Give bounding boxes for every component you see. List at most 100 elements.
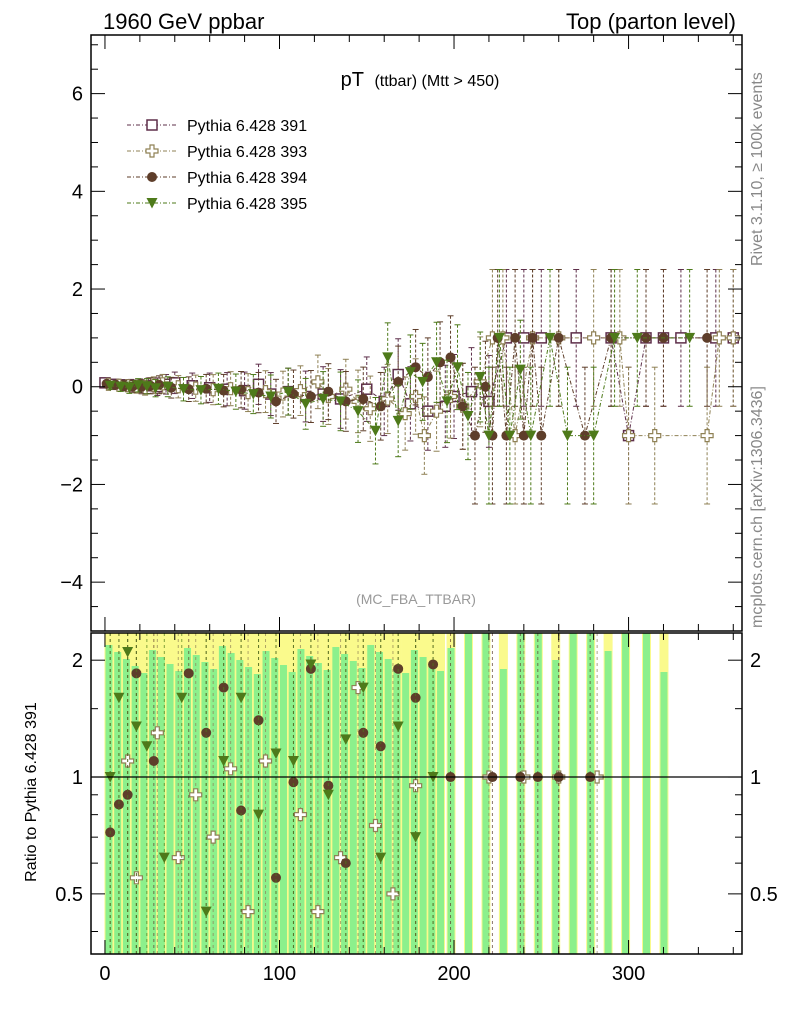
ratio-band-green	[245, 667, 253, 954]
data-point	[587, 331, 601, 345]
ratio-band-green	[140, 673, 148, 954]
data-point	[631, 332, 643, 344]
data-point	[621, 428, 636, 443]
ratio-point	[150, 726, 164, 740]
data-point	[247, 389, 259, 400]
ratio-band-green	[552, 660, 560, 954]
chart-title-main: pT	[341, 69, 364, 91]
data-point	[311, 375, 325, 389]
ratio-frame	[90, 632, 743, 955]
ratio-series-1	[105, 633, 596, 954]
ratio-band-green	[622, 633, 630, 954]
ratio-point	[375, 852, 387, 864]
ratio-point	[375, 741, 386, 752]
y-tick-label: 2	[72, 279, 83, 301]
data-point	[527, 332, 538, 343]
y-tick-label: −4	[60, 572, 83, 594]
ratio-band-green	[569, 633, 577, 954]
ratio-point	[293, 808, 308, 822]
ratio-band-green	[384, 659, 392, 954]
ratio-band-green	[517, 633, 525, 954]
ratio-point	[311, 905, 325, 919]
data-point	[465, 385, 478, 398]
ratio-band-green	[375, 652, 383, 954]
legend: Pythia 6.428 391 Pythia 6.428 393 Pythia 6…	[127, 118, 307, 213]
ratio-band-green	[288, 672, 296, 954]
data-point	[536, 430, 547, 441]
legend-label: Pythia 6.428 395	[187, 196, 307, 213]
ratio-point	[270, 748, 282, 759]
data-point	[504, 430, 516, 442]
data-point	[282, 386, 294, 398]
data-point	[375, 401, 386, 412]
ratio-band-green	[192, 655, 200, 954]
data-point	[553, 332, 564, 343]
ratio-point	[148, 755, 159, 766]
ratio-band-green	[323, 670, 331, 954]
data-point	[398, 407, 412, 421]
ratio-point	[241, 905, 255, 919]
data-point	[702, 332, 713, 343]
ratio-band-green	[105, 645, 113, 954]
ratio-point	[287, 755, 299, 767]
ratio-band-green	[201, 662, 209, 954]
data-point	[115, 381, 127, 393]
data-point	[518, 430, 529, 441]
ratio-band-green	[534, 633, 542, 954]
data-point	[361, 383, 373, 395]
ratio-band-green	[428, 664, 436, 954]
ratio-band-green	[419, 657, 427, 954]
data-point	[271, 396, 282, 407]
x-tick-label: 300	[612, 963, 645, 985]
main-data-layer	[99, 268, 740, 505]
legend-marker	[146, 198, 158, 209]
ratio-point	[393, 663, 404, 674]
ratio-band-green	[349, 661, 357, 954]
ratio-y-tick-label-right: 1	[750, 767, 761, 789]
ratio-point	[218, 755, 230, 767]
main-panel: −4 −2 0 2 4 6 pT (ttbar) (Mtt > 450) (MC_FBA_…	[60, 34, 743, 632]
ratio-point	[410, 832, 422, 843]
ratio-ylabel: Ratio to Pythia 6.428 391	[23, 702, 40, 882]
data-point	[150, 383, 162, 394]
ratio-point	[201, 727, 212, 738]
ratio-band-green	[306, 656, 314, 954]
ratio-band-green	[482, 633, 490, 954]
ratio-band-green	[341, 654, 349, 954]
data-point	[300, 398, 312, 410]
ratio-band-green	[393, 666, 401, 954]
ratio-point	[129, 871, 143, 885]
series-3	[104, 268, 696, 505]
ratio-point	[176, 692, 188, 704]
ratio-y-tick-label-left: 0.5	[55, 884, 83, 906]
ratio-point	[236, 805, 247, 816]
mcplots-label: mcplots.cern.ch [arXiv:1306.3436]	[749, 386, 766, 628]
ratio-point	[235, 692, 247, 704]
header-right: Top (parton level)	[566, 9, 736, 34]
ratio-point	[200, 906, 212, 918]
data-point	[588, 430, 600, 442]
data-point	[469, 430, 480, 441]
data-point	[452, 362, 464, 373]
legend-marker	[146, 119, 158, 131]
ratio-panel: 0.5 0.5 1 1 2 2 0 100 200 300 Ratio to Pythia 6.4…	[23, 632, 778, 985]
data-point	[429, 404, 444, 418]
ratio-point	[322, 789, 334, 801]
ratio-band-green	[499, 669, 507, 954]
ratio-y-tick-label-left: 2	[72, 650, 83, 672]
legend-item: Pythia 6.428 393	[127, 144, 307, 161]
ratio-band-green	[157, 657, 165, 954]
data-point	[431, 357, 443, 368]
x-tick-label: 100	[263, 963, 296, 985]
data-point	[474, 371, 486, 383]
legend-marker	[145, 144, 159, 158]
data-point	[132, 380, 144, 391]
legend-item: Pythia 6.428 394	[127, 170, 307, 187]
data-point	[462, 411, 474, 422]
ratio-band-green	[367, 645, 375, 954]
data-point	[561, 430, 573, 442]
data-point	[382, 352, 394, 363]
ratio-band-green	[271, 658, 279, 954]
data-point	[525, 430, 537, 442]
